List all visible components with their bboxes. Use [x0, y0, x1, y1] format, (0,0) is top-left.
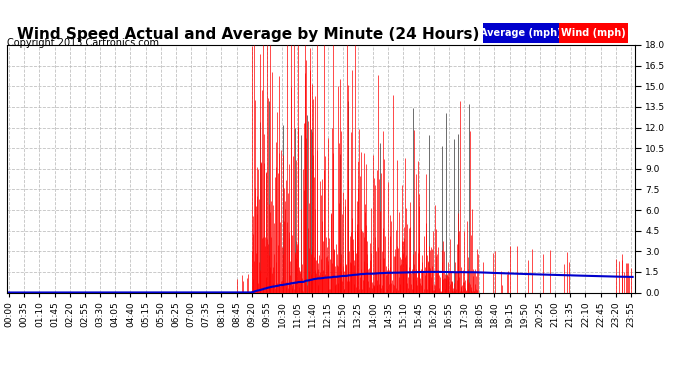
Title: Wind Speed Actual and Average by Minute (24 Hours) (New) 20131014: Wind Speed Actual and Average by Minute … [17, 27, 625, 42]
Text: Copyright 2013 Cartronics.com: Copyright 2013 Cartronics.com [7, 38, 159, 48]
Text: Average (mph): Average (mph) [480, 28, 562, 38]
Text: Wind (mph): Wind (mph) [561, 28, 626, 38]
